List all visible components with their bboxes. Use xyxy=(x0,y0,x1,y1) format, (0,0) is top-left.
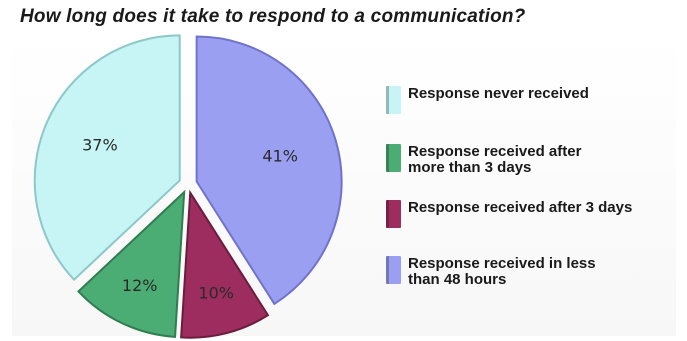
slice-percent-label: 37% xyxy=(82,135,118,154)
chart-title: How long does it take to respond to a co… xyxy=(20,6,526,27)
slice-percent-label: 41% xyxy=(262,147,298,166)
legend-swatch xyxy=(386,256,401,284)
pie-slice xyxy=(195,35,343,306)
legend-swatch xyxy=(386,144,401,172)
legend-swatch xyxy=(386,200,401,228)
slice-percent-label: 12% xyxy=(122,276,158,295)
legend-item-after-more-than-3-days: Response received after more than 3 days xyxy=(386,144,687,176)
pie-slice xyxy=(180,189,270,339)
pie-slice xyxy=(77,189,186,338)
legend-item-after-3-days: Response received after 3 days xyxy=(386,200,687,228)
pie-slice xyxy=(33,34,181,282)
legend-label: Response received after 3 days xyxy=(408,199,633,216)
legend-item-never-received: Response never received xyxy=(386,86,687,114)
legend-label: Response received in less than 48 hours xyxy=(408,255,596,288)
legend: Response never received Response receive… xyxy=(386,86,686,316)
legend-label: Response received after more than 3 days xyxy=(408,143,582,176)
legend-swatch xyxy=(386,86,401,114)
legend-item-less-than-48-hours: Response received in less than 48 hours xyxy=(386,256,687,288)
legend-label: Response never received xyxy=(408,85,589,102)
slice-percent-label: 10% xyxy=(198,283,234,302)
